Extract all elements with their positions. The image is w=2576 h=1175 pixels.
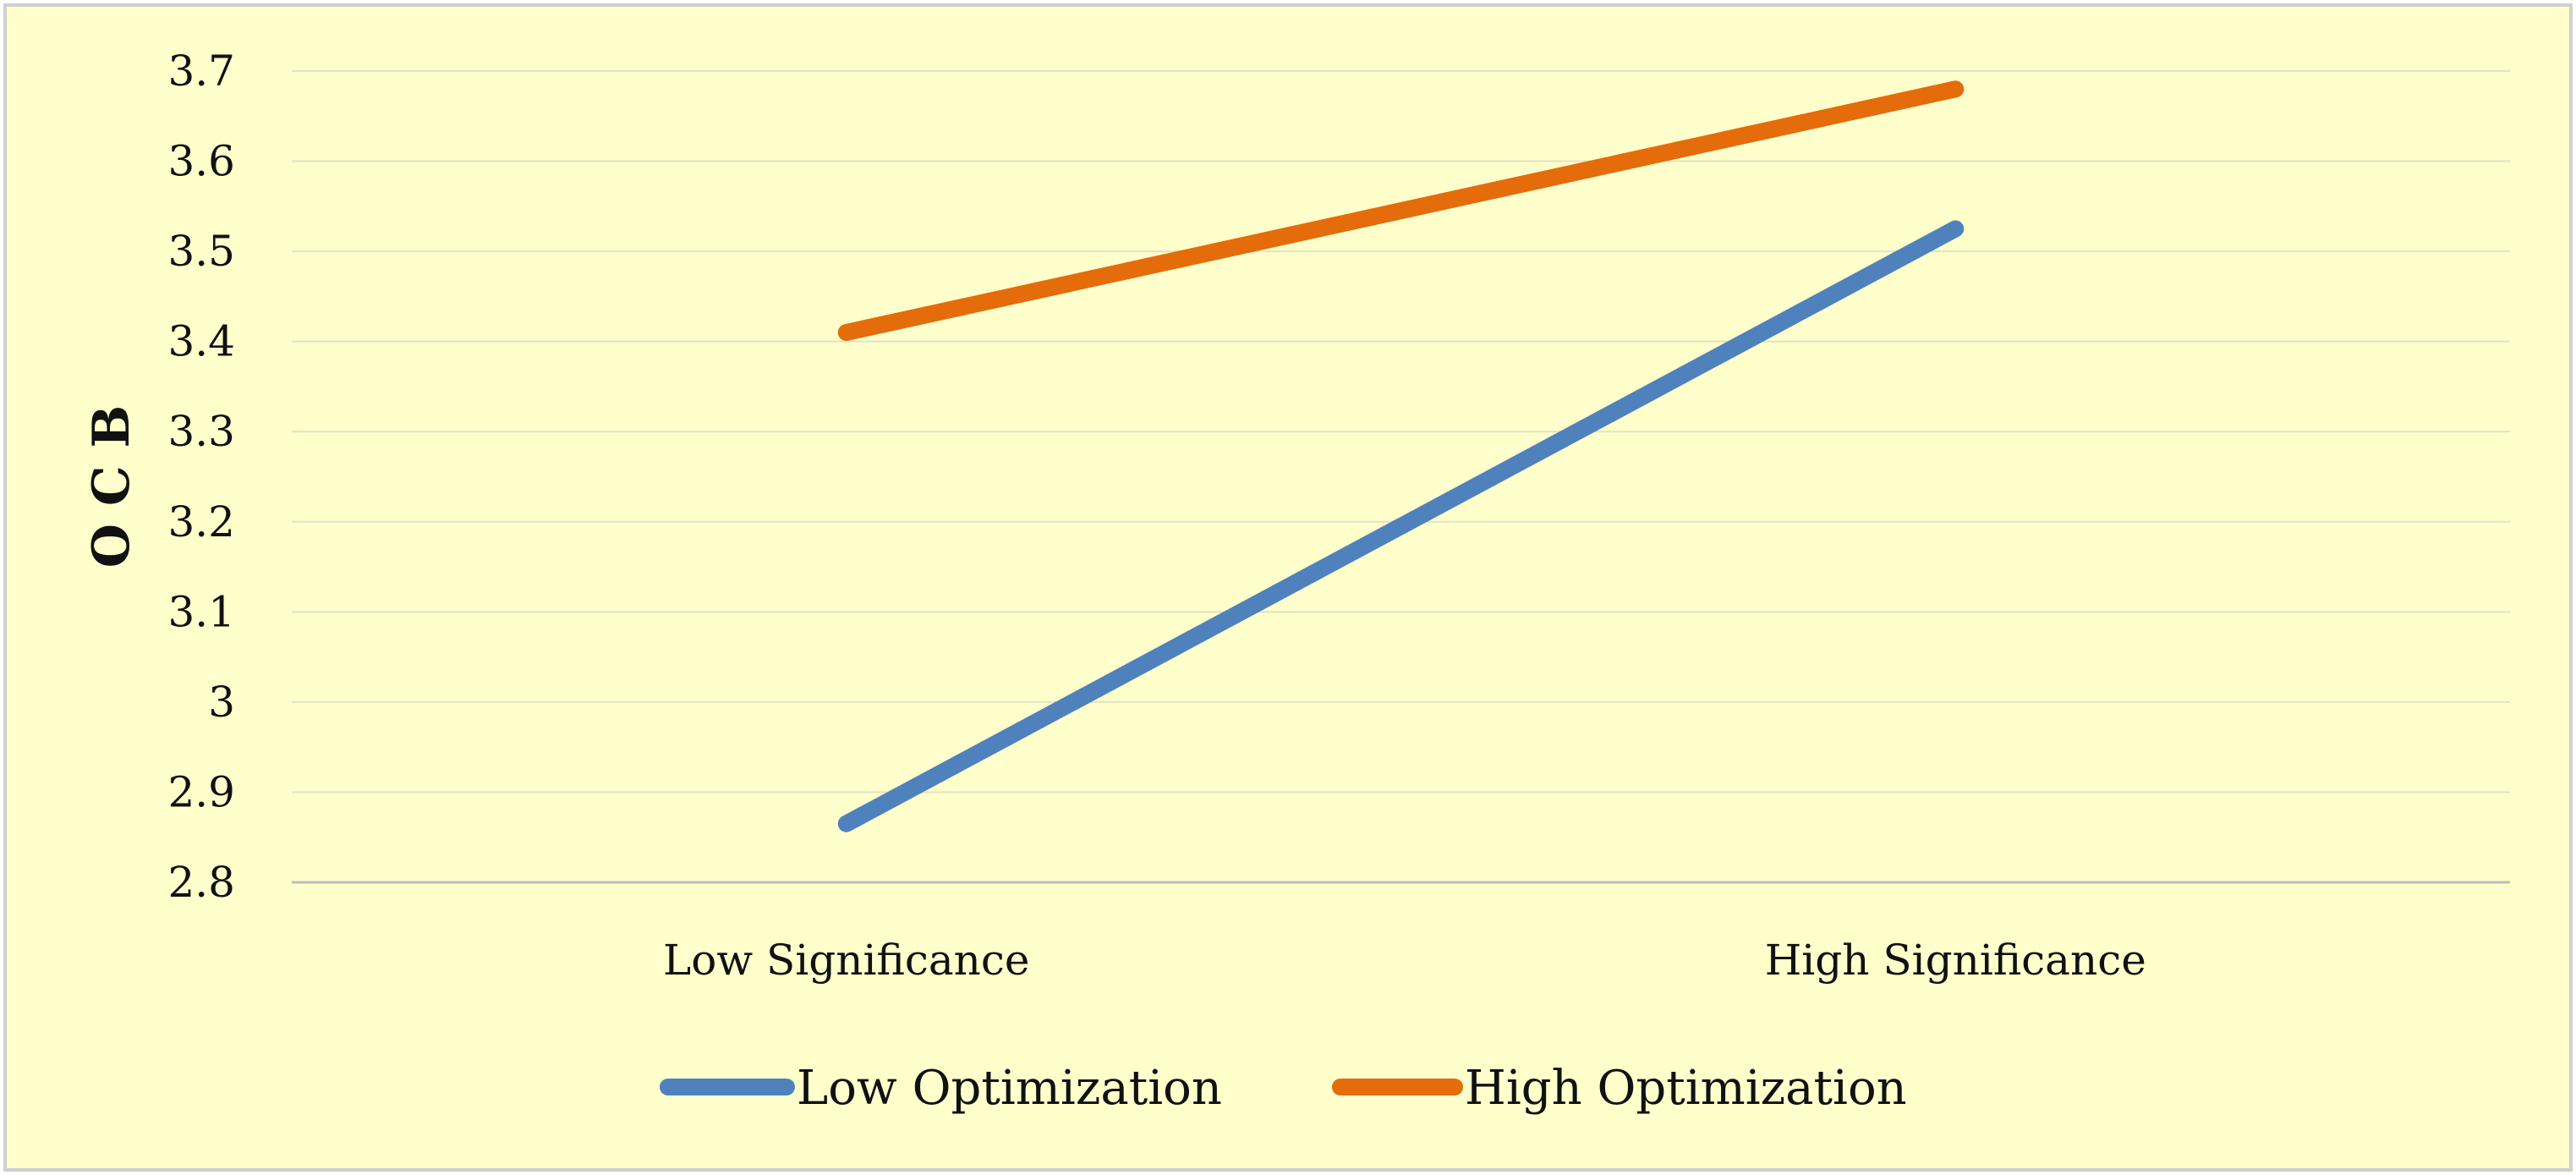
y-tick-label: 2.9	[167, 767, 235, 816]
axes: 2.8 2.9 3 3.1 3.2 3.3 3.4 3.5 3.6 3.7 Low Signific…	[167, 47, 2510, 985]
legend-label: Low Optimization	[797, 1061, 1222, 1116]
series-line	[837, 80, 1965, 342]
x-tick-label: High Significance	[1765, 936, 2146, 985]
y-axis-title: O C B	[82, 405, 141, 568]
y-tick-label: 3.2	[167, 497, 235, 546]
series-lines	[837, 80, 1965, 832]
y-tick-label: 3.6	[167, 137, 235, 186]
y-tick-label: 3.7	[167, 47, 235, 96]
y-tick-label: 3.1	[167, 587, 235, 636]
legend-label: High Optimization	[1465, 1061, 1907, 1116]
grid-lines	[292, 70, 2510, 793]
series-line	[837, 220, 1965, 832]
legend: Low Optimization High Optimization	[660, 1061, 1907, 1116]
y-tick-label: 3.4	[167, 317, 235, 366]
y-tick-label: 3.3	[167, 407, 235, 456]
y-tick-label: 3	[208, 678, 235, 727]
x-tick-label: Low Significance	[663, 936, 1029, 985]
y-tick-label: 2.8	[167, 858, 235, 907]
y-tick-label: 3.5	[167, 227, 235, 276]
